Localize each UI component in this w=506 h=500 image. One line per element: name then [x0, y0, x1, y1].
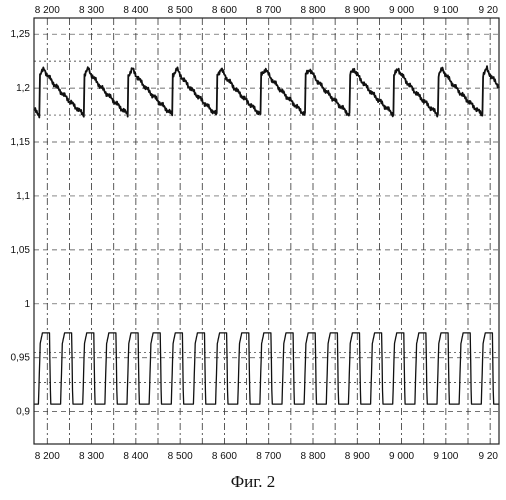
- x-tick-label-bottom: 8 500: [168, 451, 193, 462]
- series-2-line: [34, 333, 499, 404]
- x-tick-label-bottom: 9 20: [479, 451, 499, 462]
- x-tick-label-top: 8 900: [345, 5, 370, 16]
- x-tick-label-top: 8 500: [168, 5, 193, 16]
- x-tick-label-bottom: 8 300: [79, 451, 104, 462]
- x-tick-label-bottom: 9 100: [433, 451, 458, 462]
- grid: [34, 18, 499, 444]
- x-tick-label-top: 8 400: [123, 5, 148, 16]
- y-tick-label: 1: [24, 299, 30, 310]
- x-tick-label-bottom: 8 200: [35, 451, 60, 462]
- x-tick-label-bottom: 9 000: [389, 451, 414, 462]
- x-tick-label-bottom: 8 800: [300, 451, 325, 462]
- plot-frame: [34, 18, 499, 444]
- tick-labels: 1,25 1,2 1,15 1,1 1,05 1 0,95 0,9 8 200 8 300 8 40…: [11, 5, 499, 462]
- y-tick-label: 1,2: [16, 83, 30, 94]
- figure-caption: Фиг. 2: [0, 472, 506, 492]
- y-tick-label: 1,1: [16, 191, 30, 202]
- x-tick-label-top: 8 800: [300, 5, 325, 16]
- x-tick-label-top: 8 200: [35, 5, 60, 16]
- x-tick-label-top: 8 600: [212, 5, 237, 16]
- y-tick-label: 0,9: [16, 407, 30, 418]
- x-tick-label-bottom: 8 900: [345, 451, 370, 462]
- x-tick-label-top: 8 300: [79, 5, 104, 16]
- x-tick-label-top: 9 20: [479, 5, 499, 16]
- series-1-line: [34, 66, 499, 117]
- reference-lines: [34, 61, 499, 382]
- y-tick-label: 1,25: [11, 29, 31, 40]
- x-tick-label-top: 9 000: [389, 5, 414, 16]
- y-tick-label: 0,95: [11, 353, 31, 364]
- x-tick-label-top: 8 700: [256, 5, 281, 16]
- x-tick-label-bottom: 8 400: [123, 451, 148, 462]
- series-group: [34, 66, 499, 404]
- y-tick-label: 1,05: [11, 245, 31, 256]
- y-tick-label: 1,15: [11, 137, 31, 148]
- x-tick-label-top: 9 100: [433, 5, 458, 16]
- x-tick-label-bottom: 8 600: [212, 451, 237, 462]
- x-tick-label-bottom: 8 700: [256, 451, 281, 462]
